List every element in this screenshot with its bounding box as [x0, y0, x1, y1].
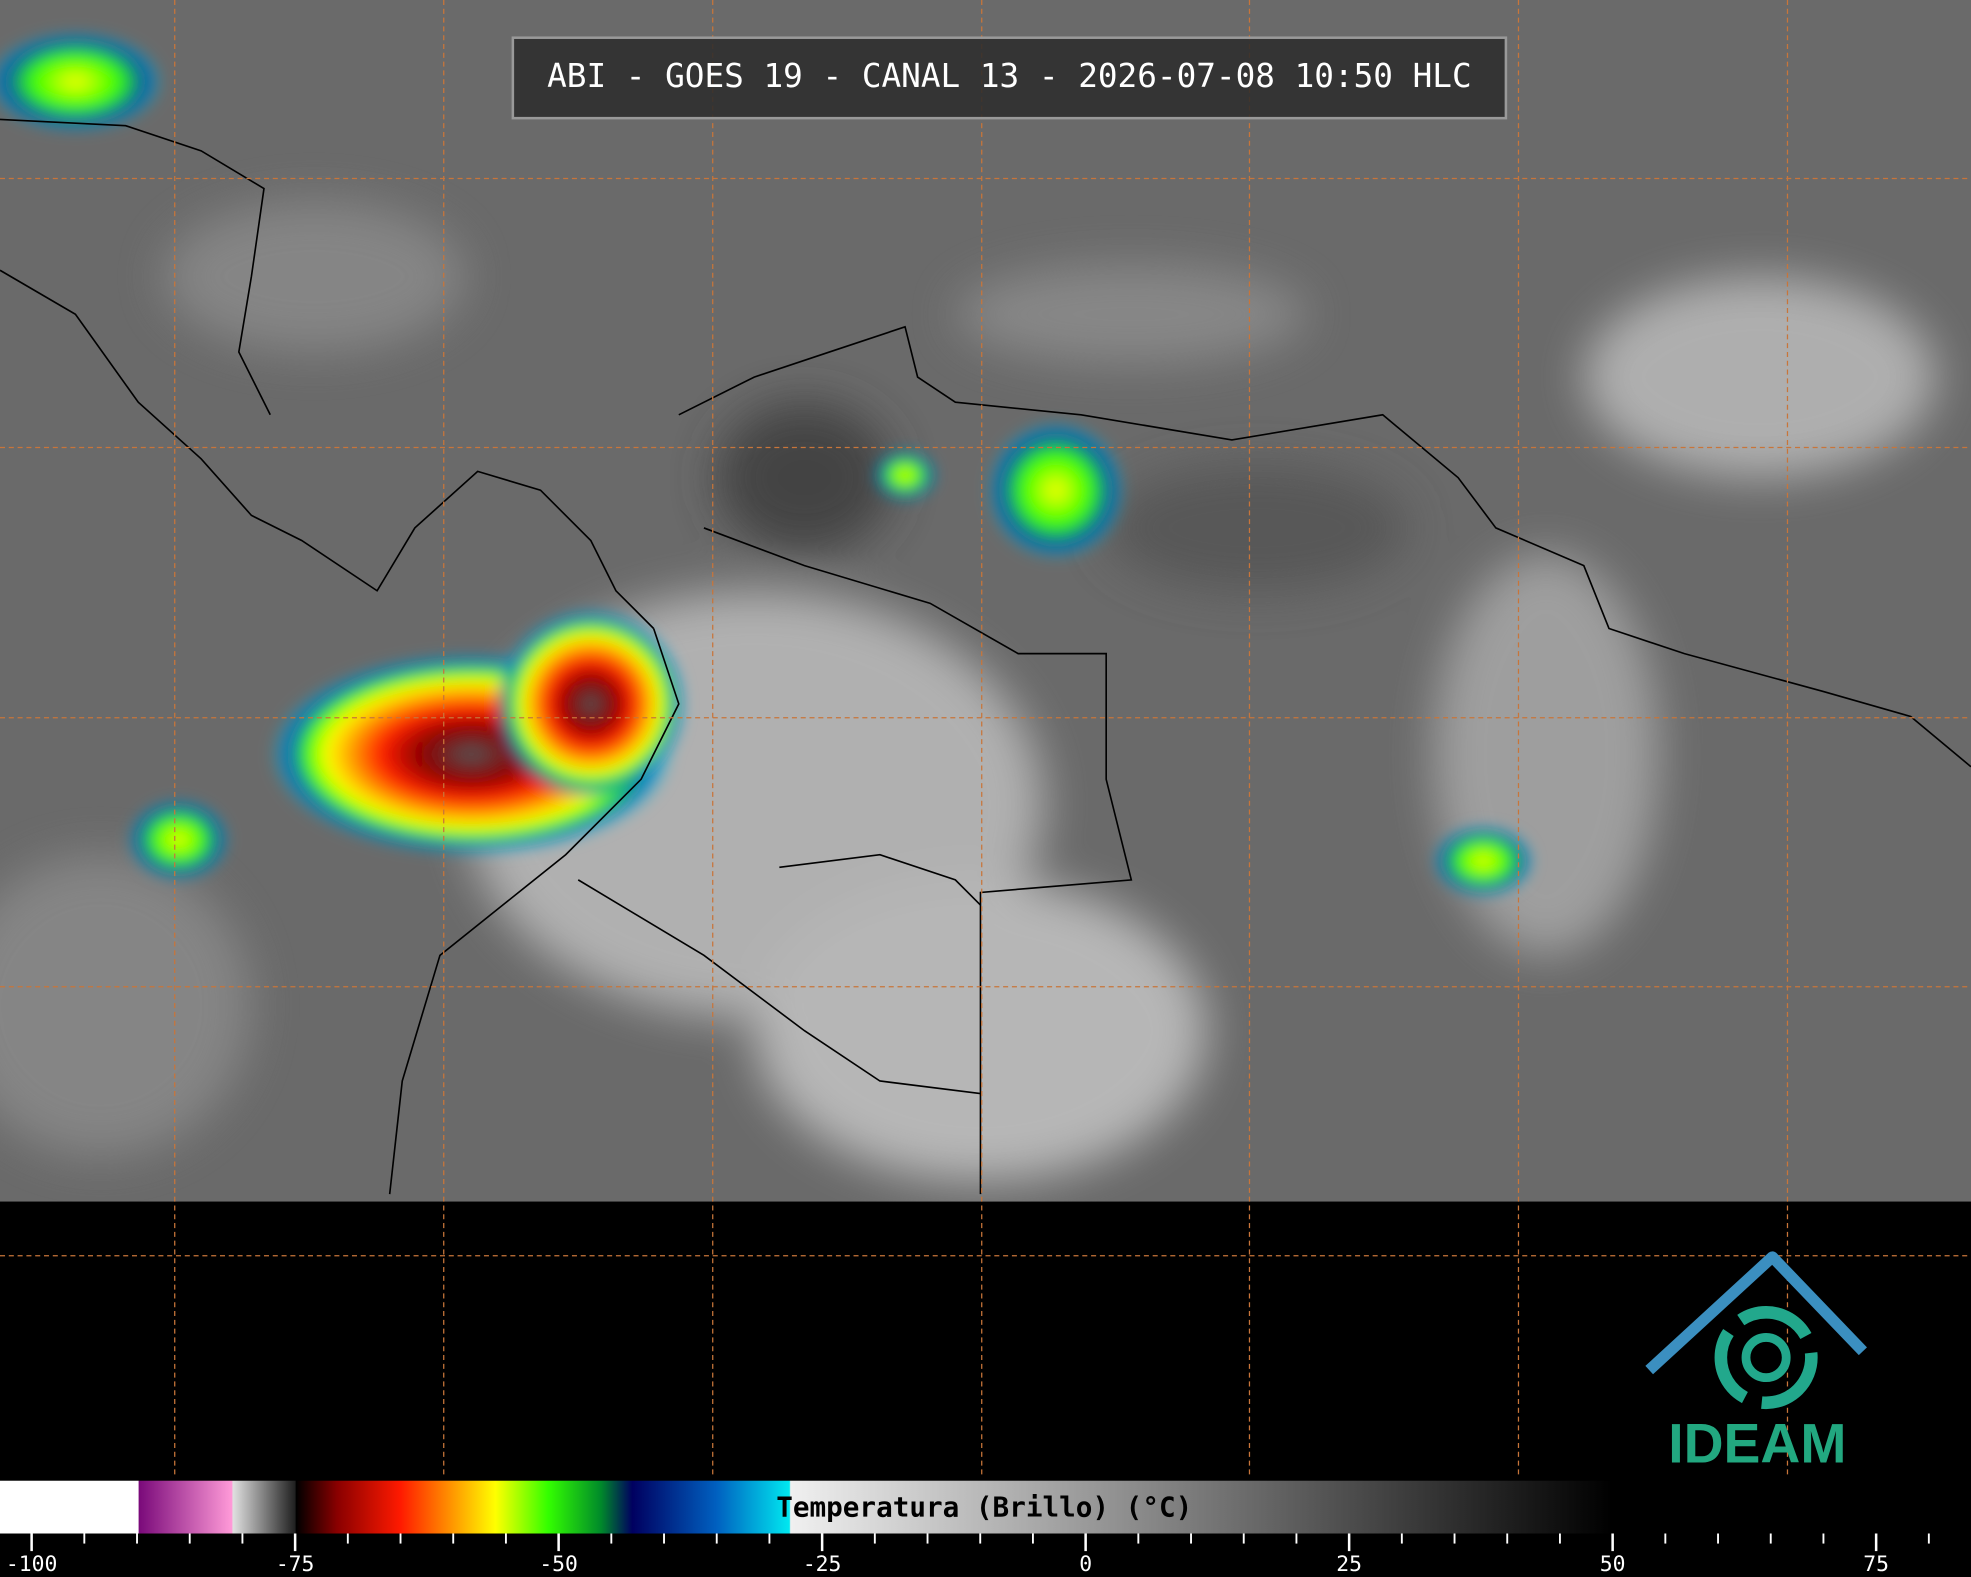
colorbar-label: Temperatura (Brillo) (°C) — [776, 1490, 1192, 1523]
tick-label: 75 — [1863, 1552, 1889, 1577]
imagery — [0, 0, 1971, 1202]
tick-label: 25 — [1336, 1552, 1362, 1577]
colorbar-scale — [0, 1480, 1971, 1534]
graticule — [0, 0, 1971, 1477]
tick-label: 50 — [1600, 1552, 1626, 1577]
tick-label: -75 — [276, 1552, 315, 1577]
tick-label: 0 — [1079, 1552, 1092, 1577]
title-box: ABI - GOES 19 - CANAL 13 - 2026-07-08 10… — [511, 36, 1508, 120]
tick-label: -25 — [803, 1552, 842, 1577]
logo-text: IDEAM — [1668, 1413, 1846, 1475]
logo: IDEAM — [1645, 1251, 1867, 1475]
tick-label: -50 — [539, 1552, 578, 1577]
colorbar: Temperatura (Brillo) (°C) -100 -75 -50 -25 0 2… — [0, 1480, 1971, 1577]
tick-label: -100 — [6, 1552, 57, 1577]
title: ABI - GOES 19 - CANAL 13 - 2026-07-08 10… — [547, 57, 1472, 95]
